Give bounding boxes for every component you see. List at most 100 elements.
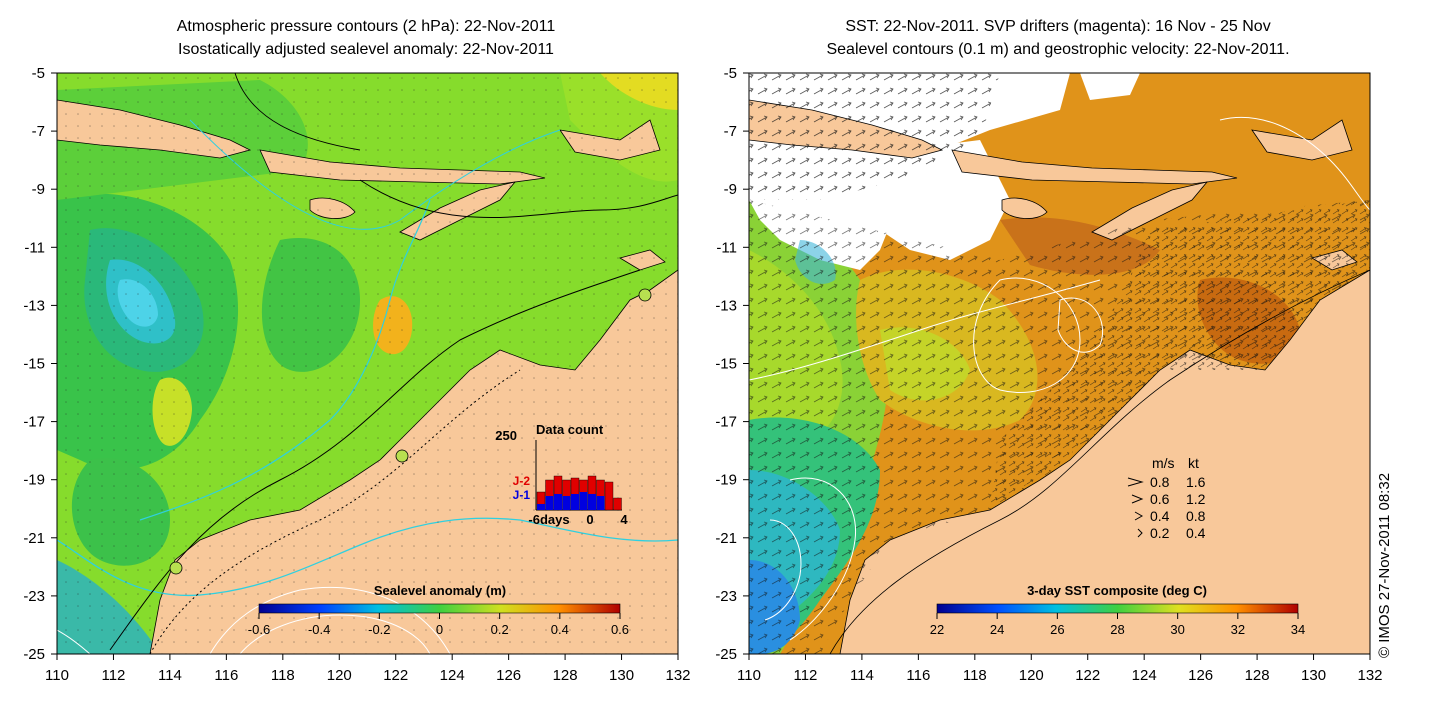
data-count-inset: Data count 250 J-2 J-1 -6days 0 4 — [495, 422, 628, 527]
lon-tick-label: 114 — [158, 667, 182, 684]
lat-tick-label: -21 — [23, 530, 45, 547]
lat-tick-label: -13 — [23, 297, 45, 314]
lon-tick-label: 132 — [1357, 667, 1382, 684]
lon-tick-label: 128 — [553, 667, 578, 684]
lat-tick-label: -23 — [715, 588, 737, 605]
lon-tick-label: 122 — [383, 667, 408, 684]
left-title-line1: Atmospheric pressure contours (2 hPa): 2… — [177, 18, 556, 35]
lat-tick-label: -7 — [32, 123, 45, 140]
count-bar-j1 — [537, 504, 545, 510]
lon-tick-label: 120 — [327, 667, 352, 684]
count-bar-j1 — [579, 492, 588, 510]
lat-tick-label: -17 — [715, 414, 737, 431]
colorbar-tick-label: 24 — [990, 622, 1004, 637]
lon-tick-label: 114 — [850, 667, 874, 684]
lon-tick-label: 124 — [440, 667, 465, 684]
count-bar-j1 — [588, 494, 596, 510]
sla-colorbar: Sealevel anomaly (m) -0.6 -0.4 -0.2 0 0.2 0.4… — [248, 583, 629, 637]
colorbar-tick-label: 0.6 — [611, 622, 629, 637]
colorbar-tick-label: 30 — [1170, 622, 1184, 637]
speed-kt-value: 1.2 — [1186, 491, 1206, 507]
series-j2-label: J-2 — [513, 474, 531, 488]
lat-tick-label: -15 — [715, 356, 737, 373]
count-bar-j1 — [562, 496, 571, 510]
right-title-line2: Sealevel contours (0.1 m) and geostrophi… — [826, 41, 1289, 58]
lat-tick-label: -9 — [724, 181, 737, 198]
lon-tick-label: 118 — [271, 667, 295, 684]
count-bar-j2 — [604, 481, 614, 511]
count-bar-j1 — [545, 496, 554, 510]
speed-legend-header-kt: kt — [1188, 455, 1199, 471]
colorbar-tick-label: 26 — [1050, 622, 1064, 637]
sst-map — [749, 73, 1370, 654]
data-count-xlabel-mid: 0 — [586, 512, 593, 527]
lon-tick-label: 122 — [1075, 667, 1100, 684]
speed-kt-value: 0.4 — [1186, 525, 1206, 541]
left-title-line2: Isostatically adjusted sealevel anomaly:… — [178, 41, 554, 58]
lon-tick-label: 110 — [45, 667, 69, 684]
lon-tick-label: 112 — [793, 667, 817, 684]
lon-tick-label: 126 — [1188, 667, 1213, 684]
lat-tick-label: -13 — [715, 297, 737, 314]
speed-ms-value: 0.6 — [1150, 491, 1170, 507]
colorbar-tick-label: 0.4 — [551, 622, 569, 637]
lon-tick-label: 110 — [737, 667, 761, 684]
colorbar-tick-label: 22 — [930, 622, 944, 637]
sla-colorbar-label: Sealevel anomaly (m) — [374, 583, 506, 598]
count-bar-j1 — [596, 496, 605, 510]
lon-tick-label: 116 — [214, 667, 238, 684]
sst-colorbar-label: 3-day SST composite (deg C) — [1027, 583, 1207, 598]
lat-tick-label: -5 — [32, 65, 45, 82]
series-j1-label: J-1 — [513, 488, 531, 502]
count-bar-j1 — [571, 494, 579, 510]
lat-tick-label: -17 — [23, 414, 45, 431]
colorbar-tick-label: 28 — [1110, 622, 1124, 637]
speed-legend-header-ms: m/s — [1152, 455, 1175, 471]
sst-colorbar: 3-day SST composite (deg C) 22 24 26 28 30 32… — [930, 583, 1305, 637]
imos-credit: © IMOS 27-Nov-2011 08:32 — [1376, 473, 1393, 658]
lon-tick-label: 116 — [906, 667, 930, 684]
lat-tick-label: -25 — [23, 646, 45, 663]
colorbar-tick-label: 0.2 — [491, 622, 509, 637]
speed-ms-value: 0.8 — [1150, 474, 1170, 490]
speed-arrow-icon — [1134, 511, 1144, 521]
lat-tick-label: -11 — [24, 239, 45, 256]
lon-tick-label: 112 — [101, 667, 125, 684]
count-bar-j2 — [613, 497, 622, 511]
colorbar-tick-label: 0 — [436, 622, 443, 637]
speed-arrow-icon — [1127, 477, 1144, 487]
colorbar-tick-label: -0.2 — [368, 622, 390, 637]
data-count-xlabel-right: 4 — [620, 512, 628, 527]
speed-kt-value: 1.6 — [1186, 474, 1206, 490]
colorbar-tick-label: -0.4 — [308, 622, 330, 637]
data-count-xlabel-left: -6days — [528, 512, 569, 527]
lat-tick-label: -21 — [715, 530, 737, 547]
lon-tick-label: 130 — [609, 667, 634, 684]
data-count-ymax: 250 — [495, 428, 517, 443]
right-title-line1: SST: 22-Nov-2011. SVP drifters (magenta)… — [845, 18, 1270, 35]
lon-tick-label: 126 — [496, 667, 521, 684]
lat-tick-label: -11 — [716, 239, 737, 256]
lat-tick-label: -23 — [23, 588, 45, 605]
speed-arrow-icon — [1131, 494, 1144, 504]
lat-tick-label: -19 — [715, 472, 737, 489]
speed-ms-value: 0.2 — [1150, 525, 1170, 541]
lon-tick-label: 128 — [1245, 667, 1270, 684]
lat-tick-label: -19 — [23, 472, 45, 489]
count-bar-j1 — [554, 494, 562, 510]
sla-map — [57, 73, 678, 654]
lat-tick-label: -15 — [23, 356, 45, 373]
colorbar-tick-label: -0.6 — [248, 622, 270, 637]
lat-tick-label: -25 — [715, 646, 737, 663]
data-count-title: Data count — [536, 422, 604, 437]
speed-arrow-icon — [1137, 528, 1143, 538]
speed-legend: m/s kt 0.8 1.60.6 1.20.4 0.80.2 0.4 — [1127, 455, 1206, 541]
lon-tick-label: 132 — [665, 667, 690, 684]
lon-tick-label: 118 — [963, 667, 987, 684]
lon-tick-label: 124 — [1132, 667, 1157, 684]
lat-tick-label: -5 — [724, 65, 737, 82]
speed-kt-value: 0.8 — [1186, 508, 1206, 524]
speed-ms-value: 0.4 — [1150, 508, 1170, 524]
colorbar-tick-label: 32 — [1231, 622, 1245, 637]
